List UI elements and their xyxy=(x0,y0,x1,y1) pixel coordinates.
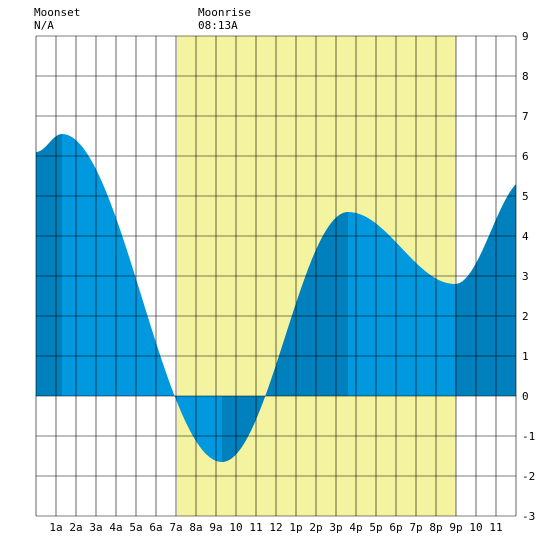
y-tick-label: 3 xyxy=(522,270,529,283)
x-tick-label: 8p xyxy=(429,521,442,534)
moonrise-label: Moonrise xyxy=(198,6,251,19)
tide-area-segment xyxy=(268,212,348,396)
y-tick-label: 9 xyxy=(522,30,529,43)
y-tick-label: 6 xyxy=(522,150,529,163)
x-tick-label: 11 xyxy=(249,521,262,534)
x-tick-label: 2p xyxy=(309,521,322,534)
y-tick-label: 4 xyxy=(522,230,529,243)
tide-area-segment xyxy=(348,212,455,396)
tide-area-segment xyxy=(62,134,177,403)
x-tick-label: 4p xyxy=(349,521,362,534)
moonrise-value: 08:13A xyxy=(198,19,238,32)
y-tick-label: 0 xyxy=(522,390,529,403)
tide-area-segment xyxy=(222,388,268,462)
y-tick-label: -1 xyxy=(522,430,535,443)
tide-area-segment xyxy=(36,134,62,396)
moonset-value: N/A xyxy=(34,19,54,32)
x-tick-label: 7a xyxy=(169,521,182,534)
tide-area-segment xyxy=(455,184,516,396)
x-tick-label: 5a xyxy=(129,521,142,534)
y-tick-label: -3 xyxy=(522,510,535,523)
x-tick-label: 6a xyxy=(149,521,162,534)
x-tick-label: 10 xyxy=(469,521,482,534)
x-tick-label: 6p xyxy=(389,521,402,534)
x-tick-label: 1a xyxy=(49,521,62,534)
x-tick-label: 10 xyxy=(229,521,242,534)
x-tick-label: 1p xyxy=(289,521,302,534)
tide-area-segment xyxy=(177,396,222,462)
x-tick-label: 5p xyxy=(369,521,382,534)
y-tick-label: -2 xyxy=(522,470,535,483)
x-tick-label: 3p xyxy=(329,521,342,534)
x-tick-label: 12 xyxy=(269,521,282,534)
y-tick-label: 8 xyxy=(522,70,529,83)
x-tick-label: 4a xyxy=(109,521,122,534)
y-tick-label: 5 xyxy=(522,190,529,203)
x-tick-label: 11 xyxy=(489,521,502,534)
y-tick-label: 7 xyxy=(522,110,529,123)
x-tick-label: 3a xyxy=(89,521,102,534)
x-tick-label: 9a xyxy=(209,521,222,534)
x-tick-label: 8a xyxy=(189,521,202,534)
moonset-label: Moonset xyxy=(34,6,80,19)
x-tick-label: 9p xyxy=(449,521,462,534)
x-tick-label: 7p xyxy=(409,521,422,534)
y-tick-label: 2 xyxy=(522,310,529,323)
y-tick-label: 1 xyxy=(522,350,529,363)
x-tick-label: 2a xyxy=(69,521,82,534)
